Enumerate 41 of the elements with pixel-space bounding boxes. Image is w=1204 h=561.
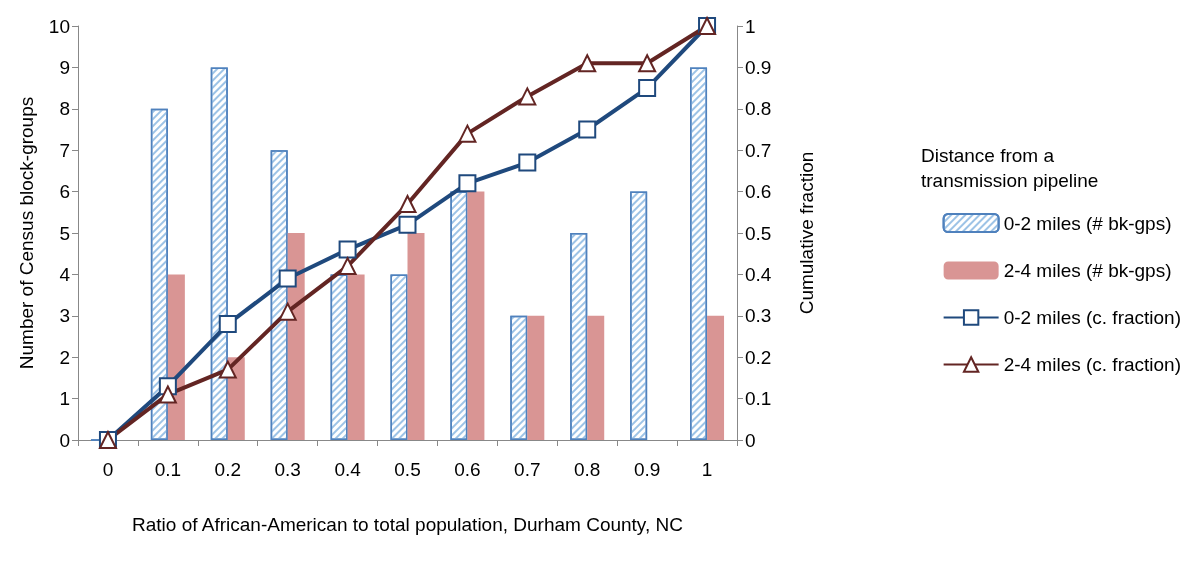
y-tick-label: 6	[59, 181, 70, 203]
x-tick-label: 1	[701, 459, 713, 480]
y-tick-label: 3	[59, 305, 70, 327]
legend-label: 0-2 miles (# bk-gps)	[1003, 212, 1172, 234]
y2-tick-label: 0.9	[745, 56, 772, 78]
y-tick-label: 2	[59, 346, 70, 368]
x-tick-label: 0.5	[394, 459, 421, 480]
legend-title: Distance from a transmission pipeline	[921, 145, 1099, 191]
y-tick-label: 8	[59, 98, 70, 120]
y2-tick-label: 1	[745, 15, 756, 37]
x-tick-label: 0.4	[334, 459, 362, 480]
y-tick-label: 9	[59, 56, 70, 78]
y2-axis-title: Cumulative fraction	[796, 151, 817, 315]
x-tick-label: 0.1	[154, 459, 182, 480]
x-tick-label: 0.9	[633, 459, 661, 480]
y-tick-label: 10	[48, 15, 70, 37]
y2-tick-label: 0.4	[745, 263, 772, 285]
y2-tick-label: 0.6	[745, 181, 772, 203]
x-tick-label: 0.7	[514, 459, 541, 480]
y-tick-label: 7	[59, 139, 70, 161]
x-axis-title: Ratio of African-American to total population, Durham County, NC	[132, 514, 683, 535]
y2-tick-label: 0.7	[745, 139, 772, 161]
x-tick-label: 0.6	[454, 459, 481, 480]
x-tick-label: 0	[102, 459, 114, 480]
y-tick-label: 1	[59, 388, 70, 410]
y-tick-label: 0	[59, 429, 70, 451]
y2-tick-label: 0.8	[745, 98, 772, 120]
x-tick-label: 0.3	[274, 459, 301, 480]
x-tick-label: 0.8	[574, 459, 601, 480]
legend-label: 0-2 miles (c. fraction)	[1003, 307, 1181, 328]
y2-tick-label: 0.5	[745, 222, 772, 244]
y2-tick-label: 0.3	[745, 305, 772, 327]
legend-label: 2-4 miles (# bk-gps)	[1003, 260, 1172, 281]
y2-tick-label: 0.1	[745, 388, 772, 410]
y-tick-label: 5	[59, 222, 70, 244]
y-axis-title: Number of Census block-groups	[16, 96, 37, 370]
y2-tick-label: 0	[745, 429, 756, 451]
x-tick-label: 0.2	[214, 459, 241, 480]
y2-tick-label: 0.2	[745, 346, 772, 368]
y-tick-label: 4	[59, 263, 71, 285]
legend-label: 2-4 miles (c. fraction)	[1003, 354, 1181, 375]
